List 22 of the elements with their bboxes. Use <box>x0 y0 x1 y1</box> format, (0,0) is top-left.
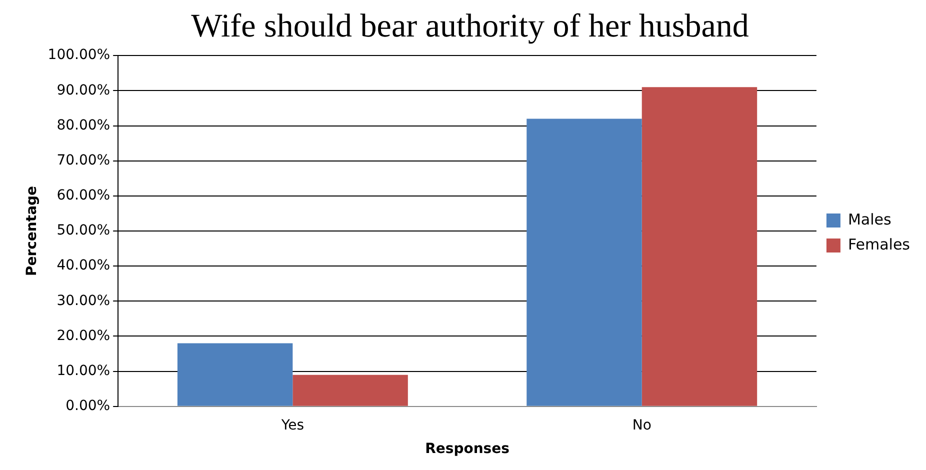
y-tick-label: 100.00% <box>48 47 110 64</box>
y-tick-label: 80.00% <box>56 117 110 134</box>
y-tick-label: 60.00% <box>56 188 110 204</box>
x-tick-label: No <box>632 417 652 434</box>
y-tick-label: 30.00% <box>56 292 110 309</box>
legend-label: Males <box>848 210 892 228</box>
x-tick-label: Yes <box>280 417 304 434</box>
y-tick-label: 0.00% <box>66 398 110 414</box>
legend-label: Females <box>848 235 910 254</box>
y-tick-label: 10.00% <box>56 362 110 379</box>
bar <box>642 87 758 406</box>
y-axis-title: Percentage <box>24 186 40 276</box>
y-tick-label: 70.00% <box>56 152 110 168</box>
bar <box>526 118 642 406</box>
y-tick-label: 50.00% <box>56 222 110 239</box>
y-tick-label: 90.00% <box>56 82 110 98</box>
bar <box>177 343 293 406</box>
y-tick-label: 20.00% <box>56 328 110 344</box>
bar <box>292 374 408 406</box>
chart-title: Wife should bear authority of her husband <box>191 8 750 44</box>
x-axis-title: Responses <box>425 441 510 458</box>
y-tick-label: 40.00% <box>56 258 110 274</box>
